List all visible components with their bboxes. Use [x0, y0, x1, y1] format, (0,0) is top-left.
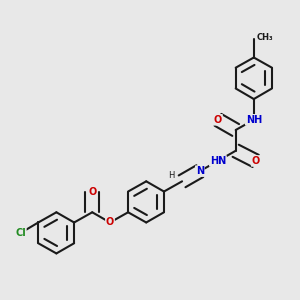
Text: H: H	[168, 171, 175, 180]
Text: O: O	[252, 156, 260, 166]
Text: NH: NH	[246, 115, 262, 125]
Text: CH₃: CH₃	[257, 33, 274, 42]
Text: O: O	[88, 187, 96, 196]
Text: O: O	[214, 115, 222, 125]
Text: Cl: Cl	[15, 228, 26, 238]
Text: HN: HN	[210, 156, 226, 166]
Text: O: O	[106, 218, 114, 227]
Text: N: N	[196, 166, 204, 176]
